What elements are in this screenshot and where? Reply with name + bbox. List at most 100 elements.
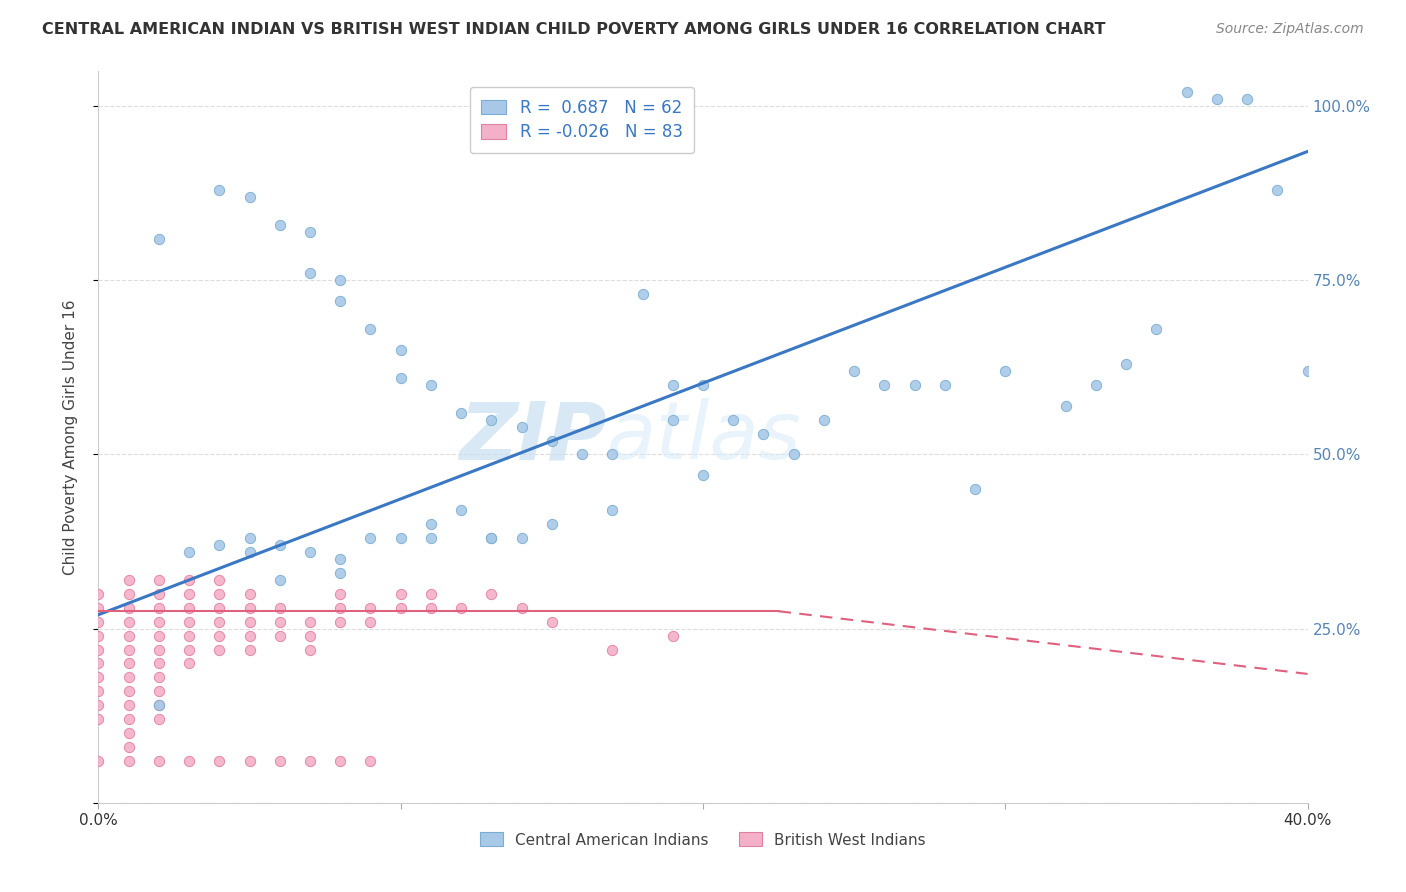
Point bbox=[87, 629, 110, 643]
Point bbox=[360, 531, 382, 545]
Point bbox=[481, 531, 503, 545]
Point bbox=[87, 587, 110, 601]
Point bbox=[118, 615, 141, 629]
Point bbox=[148, 754, 170, 768]
Point bbox=[148, 629, 170, 643]
Point bbox=[148, 684, 170, 698]
Point bbox=[208, 615, 231, 629]
Point bbox=[179, 642, 201, 657]
Point bbox=[420, 600, 443, 615]
Point bbox=[269, 754, 291, 768]
Point bbox=[239, 600, 262, 615]
Point bbox=[994, 364, 1017, 378]
Point bbox=[299, 629, 322, 643]
Point bbox=[329, 600, 352, 615]
Point bbox=[540, 434, 562, 448]
Legend: Central American Indians, British West Indians: Central American Indians, British West I… bbox=[474, 826, 932, 854]
Point bbox=[389, 531, 412, 545]
Point bbox=[148, 698, 170, 713]
Point bbox=[239, 615, 262, 629]
Point bbox=[118, 629, 141, 643]
Point bbox=[450, 600, 472, 615]
Y-axis label: Child Poverty Among Girls Under 16: Child Poverty Among Girls Under 16 bbox=[63, 300, 77, 574]
Point bbox=[813, 412, 835, 426]
Point bbox=[179, 600, 201, 615]
Point bbox=[118, 587, 141, 601]
Point bbox=[1175, 85, 1198, 99]
Point bbox=[118, 657, 141, 671]
Text: ZIP: ZIP bbox=[458, 398, 606, 476]
Point bbox=[571, 448, 593, 462]
Point bbox=[389, 600, 412, 615]
Point bbox=[118, 684, 141, 698]
Point bbox=[752, 426, 775, 441]
Point bbox=[148, 573, 170, 587]
Point bbox=[87, 600, 110, 615]
Point bbox=[239, 545, 262, 559]
Point bbox=[239, 190, 262, 204]
Point bbox=[179, 615, 201, 629]
Point bbox=[481, 412, 503, 426]
Point bbox=[1236, 92, 1258, 106]
Point bbox=[602, 642, 624, 657]
Point bbox=[934, 377, 956, 392]
Point bbox=[118, 600, 141, 615]
Point bbox=[239, 531, 262, 545]
Point bbox=[87, 712, 110, 726]
Point bbox=[208, 629, 231, 643]
Point bbox=[360, 600, 382, 615]
Point bbox=[118, 754, 141, 768]
Point bbox=[118, 740, 141, 755]
Point bbox=[873, 377, 896, 392]
Point bbox=[148, 231, 170, 245]
Point bbox=[269, 218, 291, 232]
Point bbox=[269, 615, 291, 629]
Point bbox=[540, 517, 562, 532]
Point bbox=[208, 754, 231, 768]
Point bbox=[420, 517, 443, 532]
Point bbox=[179, 754, 201, 768]
Point bbox=[329, 552, 352, 566]
Point bbox=[239, 587, 262, 601]
Point bbox=[148, 712, 170, 726]
Point bbox=[269, 600, 291, 615]
Point bbox=[299, 225, 322, 239]
Point bbox=[602, 503, 624, 517]
Point bbox=[420, 377, 443, 392]
Point bbox=[299, 642, 322, 657]
Point bbox=[179, 573, 201, 587]
Point bbox=[299, 754, 322, 768]
Point bbox=[450, 406, 472, 420]
Point bbox=[179, 587, 201, 601]
Point bbox=[148, 587, 170, 601]
Point bbox=[1085, 377, 1108, 392]
Point bbox=[1144, 322, 1167, 336]
Point bbox=[661, 377, 683, 392]
Point bbox=[299, 545, 322, 559]
Point bbox=[148, 642, 170, 657]
Point bbox=[692, 377, 714, 392]
Point bbox=[87, 754, 110, 768]
Point bbox=[450, 503, 472, 517]
Point bbox=[329, 273, 352, 287]
Point bbox=[118, 642, 141, 657]
Point bbox=[179, 545, 201, 559]
Point bbox=[118, 573, 141, 587]
Point bbox=[299, 615, 322, 629]
Point bbox=[510, 600, 533, 615]
Point bbox=[179, 629, 201, 643]
Point bbox=[420, 531, 443, 545]
Point bbox=[148, 657, 170, 671]
Point bbox=[389, 587, 412, 601]
Point bbox=[1267, 183, 1289, 197]
Point bbox=[208, 538, 231, 552]
Point bbox=[965, 483, 987, 497]
Point bbox=[360, 322, 382, 336]
Point bbox=[239, 754, 262, 768]
Point bbox=[148, 615, 170, 629]
Point bbox=[692, 468, 714, 483]
Point bbox=[481, 531, 503, 545]
Point bbox=[661, 412, 683, 426]
Point bbox=[239, 642, 262, 657]
Point bbox=[269, 538, 291, 552]
